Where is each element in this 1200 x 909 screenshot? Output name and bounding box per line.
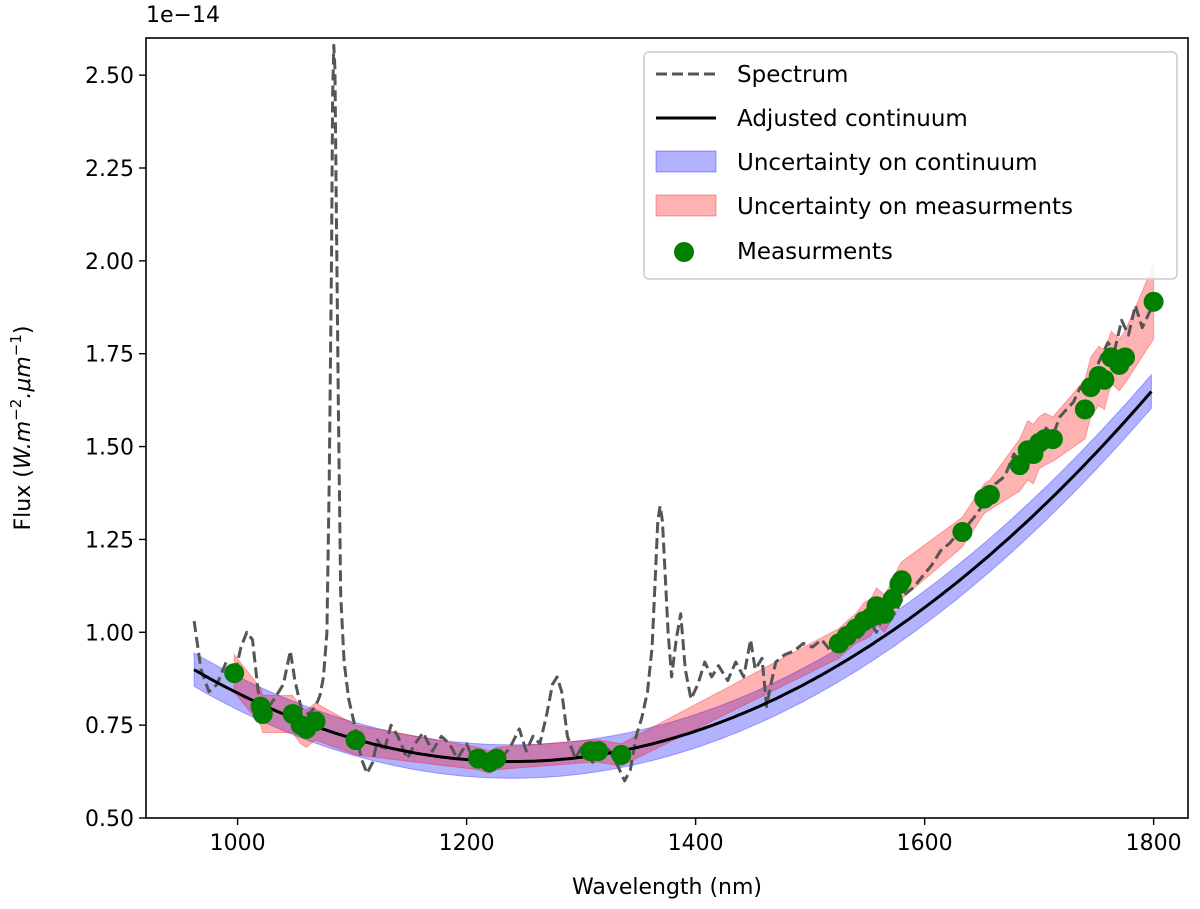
y-tick-label: 0.75 bbox=[85, 714, 134, 739]
x-tick-label: 1600 bbox=[897, 831, 953, 856]
measurement-point bbox=[1115, 347, 1135, 368]
legend-continuum-band-swatch bbox=[655, 150, 717, 173]
legend-spectrum-label: Spectrum bbox=[737, 62, 848, 88]
measurement-point bbox=[1094, 369, 1115, 390]
y-tick-label: 1.00 bbox=[85, 621, 134, 646]
y-tick-label: 2.00 bbox=[85, 250, 134, 275]
measurement-point bbox=[1009, 455, 1030, 476]
measurement-point bbox=[611, 744, 632, 765]
y-axis-label: Flux (W.m−2.μm−1) bbox=[7, 326, 36, 531]
x-tick-label: 1200 bbox=[439, 831, 495, 856]
measurement-point bbox=[1074, 399, 1095, 420]
legend-box bbox=[643, 51, 1178, 280]
y-scale-label: 1e−14 bbox=[146, 3, 220, 28]
spectrum-line bbox=[192, 43, 1155, 783]
y-tick-label: 1.50 bbox=[85, 436, 134, 461]
y-tick-label: 2.50 bbox=[85, 64, 134, 89]
y-tick-label: 0.50 bbox=[85, 807, 134, 832]
measurement-point bbox=[1042, 429, 1063, 450]
y-tick-label: 1.25 bbox=[85, 528, 134, 553]
measurement-uncertainty-band bbox=[233, 264, 1155, 774]
legend-continuum-band-label: Uncertainty on continuum bbox=[737, 150, 1037, 176]
legend-measurements-label: Measurments bbox=[737, 239, 893, 265]
measurement-point bbox=[882, 588, 903, 609]
measurement-point bbox=[486, 748, 507, 769]
x-tick-label: 1000 bbox=[210, 831, 266, 856]
legend-measure-band-swatch bbox=[655, 194, 717, 217]
continuum-uncertainty-band bbox=[193, 373, 1152, 779]
y-tick-label: 2.25 bbox=[85, 157, 134, 182]
x-tick-label: 1400 bbox=[668, 831, 724, 856]
measurement-point bbox=[252, 704, 273, 724]
measurement-point bbox=[305, 711, 326, 732]
x-tick-label: 1800 bbox=[1126, 831, 1182, 856]
legend-continuum-label: Adjusted continuum bbox=[737, 106, 968, 132]
measurement-point bbox=[874, 603, 895, 624]
measurement-point bbox=[345, 730, 366, 750]
legend-measurements-marker bbox=[674, 242, 694, 262]
measurement-point bbox=[979, 484, 1000, 505]
measurement-point bbox=[952, 522, 973, 542]
measurement-point bbox=[1143, 291, 1164, 312]
legend: Spectrum Adjusted continuum Uncertainty … bbox=[643, 51, 1178, 280]
measurement-point bbox=[588, 741, 609, 762]
y-tick-label: 1.75 bbox=[85, 343, 134, 368]
plot-area-frame bbox=[145, 37, 1189, 819]
measurement-point bbox=[891, 570, 912, 591]
measurement-point bbox=[224, 663, 245, 684]
x-axis-label: Wavelength (nm) bbox=[572, 875, 762, 900]
legend-measure-band-label: Uncertainty on measurments bbox=[737, 194, 1073, 220]
